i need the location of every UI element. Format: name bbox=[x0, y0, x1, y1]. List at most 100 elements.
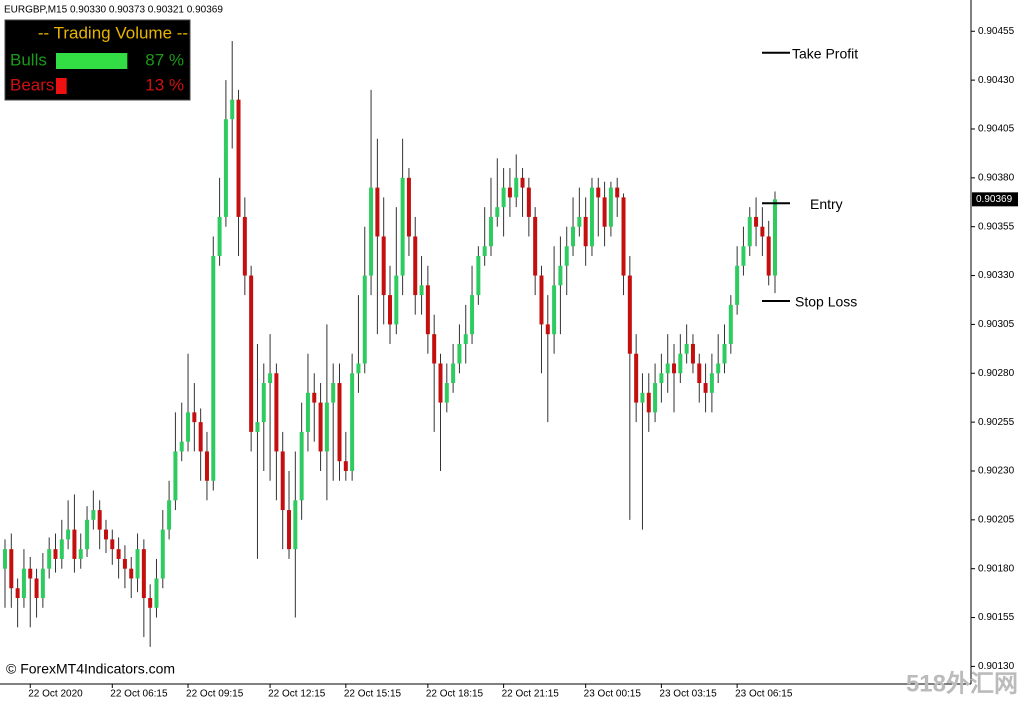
candle-body bbox=[703, 383, 708, 393]
candle-body bbox=[488, 216, 493, 247]
candle-body bbox=[653, 383, 658, 413]
candle-body bbox=[596, 187, 601, 198]
candle-body bbox=[103, 529, 108, 540]
candle-body bbox=[615, 187, 620, 198]
candle-body bbox=[236, 99, 241, 217]
candle-body bbox=[470, 295, 475, 335]
candle-body bbox=[627, 275, 632, 354]
candle-body bbox=[211, 256, 216, 481]
candle-body bbox=[34, 578, 39, 599]
y-tick-label: 0.90280 bbox=[978, 368, 1015, 379]
x-tick-label: 22 Oct 15:15 bbox=[344, 689, 402, 700]
candle-body bbox=[3, 549, 7, 569]
candle-body bbox=[482, 246, 487, 257]
candle-body bbox=[141, 549, 146, 599]
candle-body bbox=[59, 539, 64, 559]
y-tick-label: 0.90305 bbox=[978, 319, 1015, 330]
candle-body bbox=[274, 373, 279, 452]
site-logo: 518外汇网 bbox=[906, 669, 1018, 697]
candle-body bbox=[608, 187, 613, 227]
y-tick-label: 0.90455 bbox=[978, 26, 1015, 37]
candle-body bbox=[571, 226, 576, 247]
candle-body bbox=[261, 383, 266, 423]
candle-body bbox=[116, 549, 121, 559]
x-tick-label: 22 Oct 09:15 bbox=[186, 689, 244, 700]
candle-body bbox=[766, 236, 771, 276]
candle-body bbox=[728, 304, 733, 344]
candle-body bbox=[747, 216, 752, 247]
x-tick-label: 23 Oct 00:15 bbox=[584, 689, 642, 700]
candle-body bbox=[242, 216, 247, 276]
level-label: Entry bbox=[810, 196, 843, 212]
candle-body bbox=[602, 197, 607, 227]
price-marker-label: 0.90369 bbox=[976, 194, 1013, 205]
candle-body bbox=[179, 441, 184, 452]
candle-body bbox=[375, 187, 380, 237]
candle-body bbox=[539, 275, 544, 325]
price-marker bbox=[972, 192, 1018, 207]
candle-body bbox=[78, 549, 83, 559]
candle-body bbox=[394, 275, 399, 325]
candle-body bbox=[400, 177, 405, 276]
candle-body bbox=[110, 539, 115, 550]
candle-body bbox=[173, 451, 178, 501]
candle-body bbox=[305, 392, 310, 432]
candle-body bbox=[754, 216, 759, 227]
candle-body bbox=[21, 568, 26, 599]
candle-body bbox=[665, 363, 670, 374]
candle-body bbox=[122, 558, 127, 569]
x-tick-label: 22 Oct 06:15 bbox=[110, 689, 168, 700]
candle-body bbox=[735, 265, 740, 305]
candle-body bbox=[362, 275, 367, 364]
candle-body bbox=[514, 177, 519, 198]
x-tick-label: 22 Oct 2020 bbox=[28, 689, 83, 700]
candle-body bbox=[72, 529, 77, 559]
y-tick-label: 0.90405 bbox=[978, 124, 1015, 135]
candle-body bbox=[476, 256, 481, 296]
candle-body bbox=[268, 373, 273, 384]
candle-body bbox=[148, 598, 153, 608]
candle-body bbox=[312, 392, 317, 403]
candle-body bbox=[154, 578, 159, 608]
candle-body bbox=[564, 246, 569, 266]
candle-body bbox=[53, 549, 58, 559]
candle-body bbox=[678, 353, 683, 374]
candle-body bbox=[577, 216, 582, 227]
candle-body bbox=[135, 549, 140, 579]
x-tick-label: 22 Oct 18:15 bbox=[426, 689, 484, 700]
candle-body bbox=[299, 431, 304, 501]
candle-body bbox=[47, 549, 52, 569]
candle-body bbox=[337, 383, 342, 462]
candle-body bbox=[15, 588, 20, 599]
candle-body bbox=[324, 402, 329, 452]
y-tick-label: 0.90205 bbox=[978, 514, 1015, 525]
candle-body bbox=[646, 392, 651, 413]
candle-body bbox=[501, 187, 506, 208]
candle-body bbox=[583, 216, 588, 247]
candle-body bbox=[640, 392, 645, 403]
symbol-header: EURGBP,M15 0.90330 0.90373 0.90321 0.903… bbox=[4, 5, 223, 16]
candle-body bbox=[760, 226, 765, 237]
indicator-bar bbox=[56, 78, 67, 94]
candle-body bbox=[85, 519, 90, 550]
candle-body bbox=[9, 549, 14, 589]
candle-body bbox=[230, 99, 235, 120]
candle-body bbox=[444, 383, 449, 403]
candle-body bbox=[716, 363, 721, 374]
candle-body bbox=[451, 363, 456, 384]
candle-body bbox=[438, 363, 443, 403]
candle-body bbox=[552, 285, 557, 335]
candle-body bbox=[223, 119, 228, 217]
x-tick-label: 22 Oct 21:15 bbox=[502, 689, 560, 700]
candle-body bbox=[463, 334, 468, 344]
candle-body bbox=[217, 216, 222, 257]
indicator-label: Bears bbox=[10, 75, 54, 94]
candle-body bbox=[97, 510, 102, 530]
y-tick-label: 0.90430 bbox=[978, 75, 1015, 86]
candle-body bbox=[406, 177, 411, 237]
candle-body bbox=[356, 363, 361, 374]
candle-body bbox=[634, 353, 639, 403]
candle-body bbox=[457, 343, 462, 364]
